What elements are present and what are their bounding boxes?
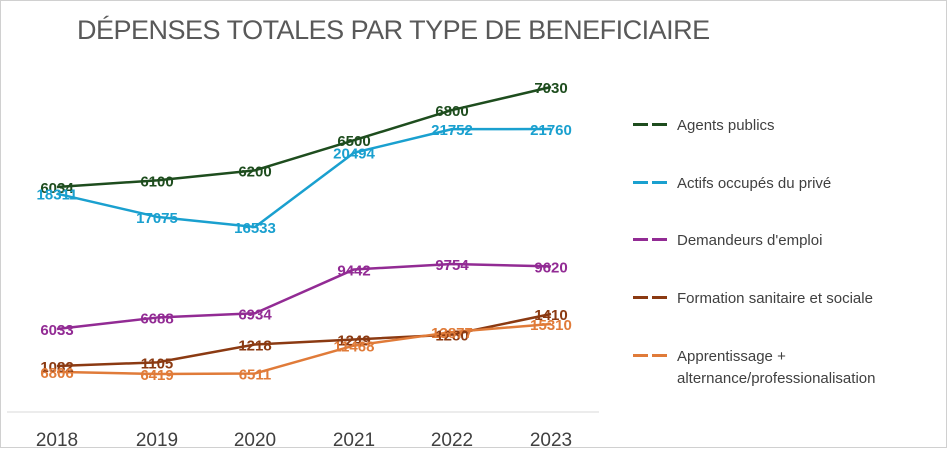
data-label: 1280 [435, 328, 468, 345]
data-label: 7030 [534, 80, 567, 97]
series-line-apprentissage-alternance-professionalisation [56, 322, 552, 376]
data-label: 1410 [534, 307, 567, 324]
legend-swatch [631, 230, 667, 246]
legend-swatch [631, 173, 667, 189]
legend-item: Actifs occupés du privé [631, 173, 927, 195]
data-label: 20494 [333, 146, 375, 163]
data-label: 6934 [238, 306, 272, 323]
x-tick-label: 2018 [36, 430, 78, 449]
series-line-agents-publics [56, 85, 552, 189]
data-label: 15310 [530, 317, 572, 334]
x-tick-label: 2022 [431, 430, 473, 449]
data-label: 6511 [239, 366, 272, 383]
data-label: 9442 [337, 262, 370, 279]
data-label: 9754 [435, 257, 469, 274]
data-label: 21752 [431, 122, 473, 139]
x-tick-label: 2020 [234, 430, 276, 449]
data-label: 18311 [37, 187, 78, 204]
series-line-formation-sanitaire-et-sociale [56, 312, 552, 368]
data-label: 9620 [534, 259, 567, 276]
legend-label: Agents publics [677, 117, 775, 134]
legend-item: Agents publics [631, 115, 927, 137]
data-label: 6800 [435, 103, 468, 120]
legend-item: Formation sanitaire et sociale [631, 288, 927, 310]
data-label: 17075 [136, 210, 178, 227]
legend-swatch [631, 288, 667, 304]
data-label: 6033 [40, 322, 73, 339]
data-label: 6500 [337, 133, 370, 150]
data-label: 6100 [140, 173, 173, 190]
legend-item: Demandeurs d'emploi [631, 230, 927, 252]
x-tick-label: 2019 [136, 430, 178, 449]
data-label: 6419 [140, 367, 173, 384]
chart-title: DÉPENSES TOTALES PAR TYPE DE BENEFICIAIR… [77, 15, 710, 45]
data-label: 13877 [431, 325, 473, 342]
data-label: 1105 [141, 355, 174, 372]
x-tick-label: 2021 [333, 430, 375, 449]
legend-label: Formation sanitaire et sociale [677, 290, 873, 307]
legend-label: Demandeurs d'emploi [677, 232, 823, 249]
series-line-demandeurs-d-emploi [56, 262, 552, 331]
data-label: 6688 [140, 311, 173, 328]
data-label: 6034 [40, 180, 74, 197]
legend-swatch [631, 115, 667, 131]
data-label: 16533 [234, 220, 276, 237]
data-label: 1082 [40, 359, 73, 376]
legend-label: Actifs occupés du privé [677, 175, 832, 192]
data-label: 11468 [334, 339, 375, 356]
data-label: 21760 [530, 122, 572, 139]
series-line-actifs-occupes-du-prive [56, 127, 552, 229]
legend-label: Apprentissage + alternance/professionali… [677, 348, 876, 387]
data-label: 6200 [238, 163, 271, 180]
legend-swatch [631, 346, 667, 362]
legend-item: Apprentissage + alternance/professionali… [631, 346, 927, 390]
data-label: 1249 [337, 333, 370, 350]
x-tick-label: 2023 [530, 430, 572, 449]
data-label: 1218 [238, 337, 271, 354]
data-label: 6806 [40, 365, 73, 382]
